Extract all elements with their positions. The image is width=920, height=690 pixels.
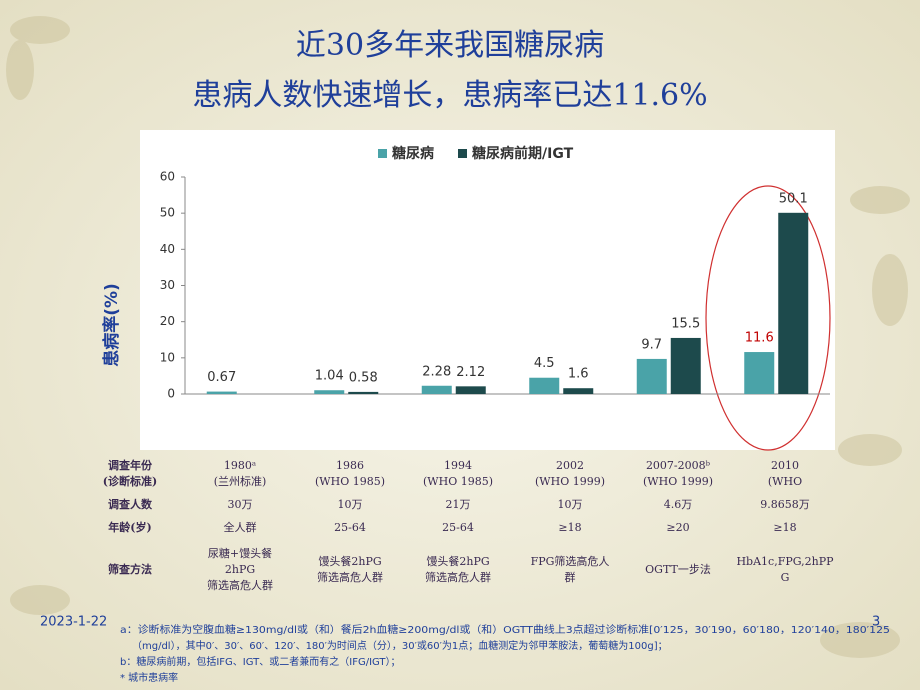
value-label: 1.6 <box>568 367 589 382</box>
table-cell: FPG筛选高危人 <box>531 554 610 568</box>
table-cell: 10万 <box>338 498 363 511</box>
bar <box>421 385 452 394</box>
table-cell: 30万 <box>228 498 253 511</box>
y-tick-label: 30 <box>160 278 175 292</box>
table-cell: 群 <box>565 570 576 584</box>
legend-swatch <box>378 149 387 158</box>
table-cell: OGTT一步法 <box>645 562 711 576</box>
row-label: 筛查方法 <box>108 562 152 576</box>
legend-swatch <box>458 149 467 158</box>
table-cell: 筛选高危人群 <box>317 570 383 584</box>
value-label: 1.04 <box>315 369 344 384</box>
table-cell: 1994 <box>444 459 472 472</box>
value-label: 50.1 <box>779 191 808 206</box>
y-tick-label: 50 <box>160 206 175 220</box>
footnote: a：诊断标准为空腹血糖≥130mg/dl或（和）餐后2h血糖≥200mg/dl或… <box>120 623 890 636</box>
table-cell: (WHO <box>768 475 802 488</box>
table-cell: 9.8658万 <box>760 498 810 511</box>
bar <box>206 391 237 394</box>
y-tick-label: 0 <box>167 387 175 401</box>
row-label: 调查人数 <box>108 497 153 511</box>
table-cell: 2hPG <box>225 563 255 576</box>
value-label: 11.6 <box>745 331 774 346</box>
table-cell: 筛选高危人群 <box>207 578 273 592</box>
footnote: b：糖尿病前期，包括IFG、IGT、或二者兼而有之（IFG/IGT）； <box>120 655 401 668</box>
bar <box>778 212 809 394</box>
footnote: * 城市患病率 <box>120 671 178 684</box>
page-number: 3 <box>872 615 880 630</box>
y-tick-label: 40 <box>160 242 175 256</box>
table-cell: (兰州标准) <box>214 474 267 488</box>
table-cell: ≥18 <box>558 521 581 534</box>
value-label: 0.58 <box>349 370 378 385</box>
table-cell: G <box>781 571 790 584</box>
table-cell: (WHO 1999) <box>643 475 713 488</box>
legend-label: 糖尿病前期/IGT <box>472 145 574 162</box>
bar <box>744 352 775 394</box>
table-cell: 25-64 <box>334 521 366 534</box>
bar <box>529 377 560 394</box>
row-label: 年龄(岁) <box>108 520 151 534</box>
value-label: 9.7 <box>641 337 662 352</box>
value-label: 0.67 <box>207 370 236 385</box>
table-cell: 2010 <box>771 459 799 472</box>
footnote: （mg/dl），其中0′、30′、60′、120′、180′为时间点（分），30… <box>132 639 668 652</box>
y-tick-label: 10 <box>160 350 175 364</box>
table-cell: 2002 <box>556 459 584 472</box>
table-cell: 2007-2008ᵇ <box>646 459 711 472</box>
table-cell: ≥18 <box>773 521 796 534</box>
table-cell: 1986 <box>336 459 364 472</box>
value-label: 2.12 <box>456 365 485 380</box>
table-cell: 4.6万 <box>664 498 693 511</box>
value-label: 15.5 <box>671 316 700 331</box>
title-line: 近30多年来我国糖尿病 <box>296 28 604 63</box>
table-cell: HbA1c,FPG,2hPP <box>736 555 834 568</box>
bar <box>636 358 667 394</box>
table-cell: 25-64 <box>442 521 474 534</box>
bar <box>563 388 594 394</box>
highlight-ellipse <box>705 185 831 451</box>
bar <box>670 337 701 394</box>
title-line: 患病人数快速增长，患病率已达11.6% <box>192 78 707 113</box>
table-cell: 全人群 <box>224 520 257 534</box>
chart-area <box>140 130 835 450</box>
table-cell: ≥20 <box>666 521 689 534</box>
table-cell: (WHO 1985) <box>315 475 385 488</box>
table-cell: 10万 <box>558 498 583 511</box>
row-label: (诊断标准) <box>103 474 157 488</box>
table-cell: 馒头餐2hPG <box>318 554 381 568</box>
table-cell: (WHO 1999) <box>535 475 605 488</box>
value-label: 4.5 <box>534 356 555 371</box>
y-tick-label: 20 <box>160 314 175 328</box>
table-cell: 筛选高危人群 <box>425 570 491 584</box>
bar <box>348 391 379 394</box>
row-label: 调查年份 <box>108 458 153 472</box>
date: 2023-1-22 <box>40 615 107 630</box>
table-cell: 馒头餐2hPG <box>426 554 489 568</box>
table-cell: 21万 <box>446 498 471 511</box>
y-tick-label: 60 <box>160 170 175 184</box>
y-axis-label: 患病率(%) <box>101 283 122 367</box>
decoration <box>6 16 910 658</box>
table-cell: 1980ᵃ <box>224 459 256 472</box>
bar <box>455 386 486 394</box>
bar <box>314 390 345 394</box>
table-cell: (WHO 1985) <box>423 475 493 488</box>
legend-label: 糖尿病 <box>392 145 434 162</box>
value-label: 2.28 <box>422 364 451 379</box>
table-cell: 尿糖+馒头餐 <box>208 546 272 560</box>
